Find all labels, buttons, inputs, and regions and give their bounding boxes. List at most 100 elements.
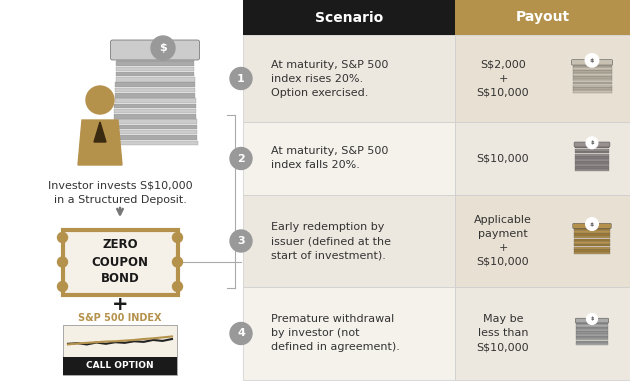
FancyBboxPatch shape (573, 85, 612, 87)
FancyBboxPatch shape (114, 104, 196, 108)
Circle shape (230, 323, 252, 344)
Polygon shape (94, 122, 106, 142)
FancyBboxPatch shape (574, 239, 610, 241)
FancyBboxPatch shape (113, 140, 197, 145)
Text: S&P 500 INDEX: S&P 500 INDEX (78, 313, 162, 323)
FancyBboxPatch shape (113, 125, 197, 129)
FancyBboxPatch shape (576, 332, 607, 333)
FancyBboxPatch shape (575, 169, 609, 171)
Circle shape (585, 53, 598, 67)
FancyBboxPatch shape (576, 329, 607, 331)
FancyBboxPatch shape (573, 64, 612, 67)
Text: Applicable
payment
+
S$10,000: Applicable payment + S$10,000 (474, 215, 532, 267)
Text: CALL OPTION: CALL OPTION (86, 362, 154, 370)
Text: S$2,000
+
S$10,000: S$2,000 + S$10,000 (477, 60, 529, 98)
FancyBboxPatch shape (117, 51, 193, 55)
Circle shape (586, 137, 598, 149)
Text: $: $ (590, 58, 594, 63)
Text: 3: 3 (237, 236, 245, 246)
FancyBboxPatch shape (115, 93, 195, 98)
FancyBboxPatch shape (114, 109, 196, 113)
FancyBboxPatch shape (574, 236, 610, 238)
FancyBboxPatch shape (576, 340, 607, 343)
Text: ZERO
COUPON
BOND: ZERO COUPON BOND (91, 239, 149, 285)
FancyBboxPatch shape (455, 0, 630, 35)
FancyBboxPatch shape (575, 149, 609, 151)
Text: +: + (112, 296, 129, 314)
FancyBboxPatch shape (574, 142, 610, 147)
FancyBboxPatch shape (455, 35, 630, 122)
FancyBboxPatch shape (115, 77, 195, 82)
FancyBboxPatch shape (574, 244, 610, 246)
FancyBboxPatch shape (116, 72, 194, 76)
Polygon shape (78, 120, 122, 165)
FancyBboxPatch shape (571, 60, 612, 65)
Circle shape (57, 232, 67, 243)
FancyBboxPatch shape (63, 325, 177, 375)
Text: At maturity, S&P 500
index rises 20%.
Option exercised.: At maturity, S&P 500 index rises 20%. Op… (271, 60, 388, 98)
FancyBboxPatch shape (575, 166, 609, 168)
FancyBboxPatch shape (243, 122, 455, 195)
FancyBboxPatch shape (110, 40, 200, 60)
FancyBboxPatch shape (117, 61, 194, 66)
FancyBboxPatch shape (574, 228, 610, 230)
Text: May be
less than
S$10,000: May be less than S$10,000 (477, 314, 529, 353)
Circle shape (230, 67, 252, 89)
FancyBboxPatch shape (576, 324, 607, 326)
FancyBboxPatch shape (576, 327, 607, 329)
FancyBboxPatch shape (574, 246, 610, 249)
Text: Premature withdrawal
by investor (not
defined in agreement).: Premature withdrawal by investor (not de… (271, 314, 400, 353)
Circle shape (586, 218, 598, 230)
Circle shape (230, 230, 252, 252)
FancyBboxPatch shape (243, 287, 455, 380)
FancyBboxPatch shape (575, 318, 609, 323)
FancyBboxPatch shape (575, 151, 609, 154)
FancyBboxPatch shape (575, 159, 609, 161)
FancyBboxPatch shape (574, 241, 610, 244)
FancyBboxPatch shape (455, 195, 630, 287)
FancyBboxPatch shape (115, 98, 195, 103)
FancyBboxPatch shape (574, 230, 610, 233)
FancyBboxPatch shape (113, 135, 197, 140)
Text: $: $ (159, 43, 167, 53)
FancyBboxPatch shape (117, 56, 193, 60)
FancyBboxPatch shape (116, 67, 194, 71)
Circle shape (151, 36, 175, 60)
FancyBboxPatch shape (573, 67, 612, 70)
Text: 1: 1 (237, 73, 245, 83)
Circle shape (86, 86, 114, 114)
FancyBboxPatch shape (455, 122, 630, 195)
FancyBboxPatch shape (243, 35, 455, 122)
FancyBboxPatch shape (576, 336, 607, 338)
FancyBboxPatch shape (62, 229, 178, 294)
Circle shape (57, 282, 67, 291)
FancyBboxPatch shape (243, 0, 455, 35)
Circle shape (173, 282, 183, 291)
FancyBboxPatch shape (573, 90, 612, 93)
FancyBboxPatch shape (455, 287, 630, 380)
Text: Payout: Payout (515, 11, 570, 25)
FancyBboxPatch shape (576, 322, 607, 324)
Text: At maturity, S&P 500
index falls 20%.: At maturity, S&P 500 index falls 20%. (271, 147, 388, 170)
Circle shape (230, 147, 252, 170)
FancyBboxPatch shape (575, 164, 609, 166)
FancyBboxPatch shape (574, 249, 610, 252)
FancyBboxPatch shape (113, 130, 197, 135)
Circle shape (173, 232, 183, 243)
FancyBboxPatch shape (575, 161, 609, 163)
Text: Investor invests S$10,000
in a Structured Deposit.: Investor invests S$10,000 in a Structure… (48, 180, 192, 205)
FancyBboxPatch shape (573, 87, 612, 90)
FancyBboxPatch shape (573, 223, 611, 229)
FancyBboxPatch shape (114, 114, 197, 119)
FancyBboxPatch shape (574, 252, 610, 254)
Circle shape (173, 257, 183, 267)
FancyBboxPatch shape (576, 343, 607, 345)
FancyBboxPatch shape (574, 233, 610, 236)
FancyBboxPatch shape (115, 88, 195, 92)
Text: 4: 4 (237, 328, 245, 339)
FancyBboxPatch shape (243, 195, 455, 287)
FancyBboxPatch shape (575, 146, 609, 149)
Text: S$10,000: S$10,000 (477, 154, 529, 163)
Text: $: $ (590, 140, 594, 145)
FancyBboxPatch shape (573, 82, 612, 84)
